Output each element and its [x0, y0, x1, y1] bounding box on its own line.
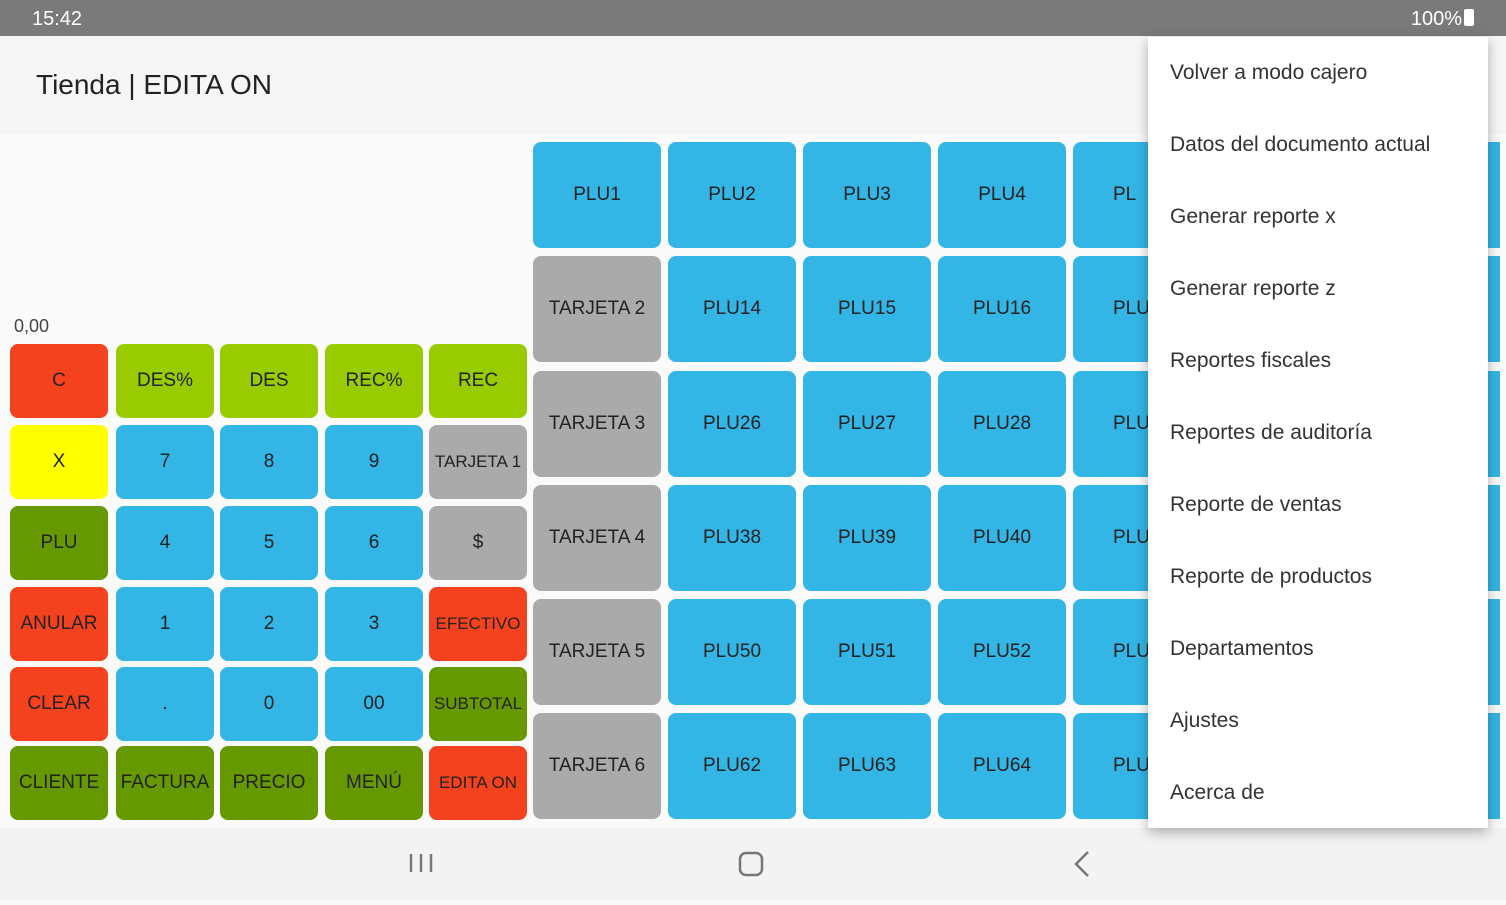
- grid-edge: [1488, 599, 1500, 705]
- battery-icon: [1464, 9, 1474, 26]
- overflow-menu: Volver a modo cajero Datos del documento …: [1148, 37, 1488, 828]
- keypad-button[interactable]: CLIENTE: [10, 746, 108, 820]
- plu-button[interactable]: TARJETA 5: [533, 599, 661, 705]
- grid-edge: [1488, 713, 1500, 819]
- keypad-button[interactable]: REC: [429, 344, 527, 418]
- keypad-button[interactable]: REC%: [325, 344, 423, 418]
- plu-button[interactable]: TARJETA 6: [533, 713, 661, 819]
- plu-button[interactable]: TARJETA 4: [533, 485, 661, 591]
- plu-button[interactable]: PLU38: [668, 485, 796, 591]
- status-bar: 15:42 100%: [0, 0, 1506, 36]
- grid-edge: [1488, 485, 1500, 591]
- keypad-button[interactable]: FACTURA: [116, 746, 214, 820]
- plu-button[interactable]: TARJETA 2: [533, 256, 661, 362]
- keypad-button[interactable]: 9: [325, 425, 423, 499]
- menu-item[interactable]: Generar reporte x: [1170, 205, 1336, 228]
- menu-item[interactable]: Reportes fiscales: [1170, 349, 1332, 372]
- keypad-button[interactable]: 2: [220, 587, 318, 661]
- menu-item[interactable]: Reportes de auditoría: [1170, 421, 1372, 444]
- plu-button[interactable]: TARJETA 3: [533, 371, 661, 477]
- keypad-button[interactable]: .: [116, 667, 214, 741]
- keypad-button[interactable]: ANULAR: [10, 587, 108, 661]
- keypad-button[interactable]: PLU: [10, 506, 108, 580]
- plu-button[interactable]: PLU40: [938, 485, 1066, 591]
- app-title: Tienda | EDITA ON: [36, 69, 273, 100]
- keypad-button[interactable]: SUBTOTAL: [429, 667, 527, 741]
- nav-bar: [0, 828, 1506, 900]
- battery-level: 100%: [1410, 8, 1462, 30]
- keypad-button[interactable]: PRECIO: [220, 746, 318, 820]
- keypad-button[interactable]: DES: [220, 344, 318, 418]
- keypad-button[interactable]: EFECTIVO: [429, 587, 527, 661]
- menu-item[interactable]: Ajustes: [1170, 709, 1239, 732]
- keypad-button[interactable]: 4: [116, 506, 214, 580]
- grid-edge: [1488, 256, 1500, 362]
- keypad-button[interactable]: EDITA ON: [429, 746, 527, 820]
- plu-button[interactable]: PLU1: [533, 142, 661, 248]
- keypad-button[interactable]: 1: [116, 587, 214, 661]
- nav-icons: [409, 851, 1089, 877]
- keypad-button[interactable]: TARJETA 1: [429, 425, 527, 499]
- plu-button[interactable]: PLU15: [803, 256, 931, 362]
- plu-button[interactable]: PLU52: [938, 599, 1066, 705]
- menu-item[interactable]: Reporte de ventas: [1170, 493, 1342, 516]
- menu-item[interactable]: Datos del documento actual: [1170, 133, 1431, 156]
- menu-item[interactable]: Departamentos: [1170, 637, 1314, 660]
- menu-item[interactable]: Acerca de: [1170, 781, 1265, 804]
- keypad-button[interactable]: X: [10, 425, 108, 499]
- plu-button[interactable]: PLU63: [803, 713, 931, 819]
- plu-button[interactable]: PLU27: [803, 371, 931, 477]
- grid-edge: [1488, 142, 1500, 248]
- status-time: 15:42: [32, 8, 83, 30]
- grid-edge: [1488, 371, 1500, 477]
- plu-button[interactable]: PLU3: [803, 142, 931, 248]
- amount-display: 0,00: [14, 316, 50, 336]
- plu-button[interactable]: PLU16: [938, 256, 1066, 362]
- keypad-button[interactable]: CLEAR: [10, 667, 108, 741]
- plu-button[interactable]: PLU26: [668, 371, 796, 477]
- menu-item[interactable]: Volver a modo cajero: [1170, 61, 1368, 84]
- keypad-button[interactable]: C: [10, 344, 108, 418]
- plu-button[interactable]: PLU28: [938, 371, 1066, 477]
- keypad-button[interactable]: 00: [325, 667, 423, 741]
- plu-button[interactable]: PLU51: [803, 599, 931, 705]
- keypad-button[interactable]: $: [429, 506, 527, 580]
- plu-button[interactable]: PLU64: [938, 713, 1066, 819]
- menu-item[interactable]: Reporte de productos: [1170, 565, 1372, 588]
- keypad-button[interactable]: MENÚ: [325, 746, 423, 820]
- keypad-button[interactable]: 5: [220, 506, 318, 580]
- keypad-button[interactable]: 8: [220, 425, 318, 499]
- plu-button[interactable]: PLU50: [668, 599, 796, 705]
- menu-item[interactable]: Generar reporte z: [1170, 277, 1336, 300]
- plu-button[interactable]: PLU4: [938, 142, 1066, 248]
- keypad-button[interactable]: 3: [325, 587, 423, 661]
- plu-button[interactable]: PLU2: [668, 142, 796, 248]
- keypad-button[interactable]: 6: [325, 506, 423, 580]
- plu-button[interactable]: PLU62: [668, 713, 796, 819]
- keypad-button[interactable]: 0: [220, 667, 318, 741]
- plu-button[interactable]: PLU39: [803, 485, 931, 591]
- plu-button[interactable]: PLU14: [668, 256, 796, 362]
- keypad-button[interactable]: 7: [116, 425, 214, 499]
- keypad-button[interactable]: DES%: [116, 344, 214, 418]
